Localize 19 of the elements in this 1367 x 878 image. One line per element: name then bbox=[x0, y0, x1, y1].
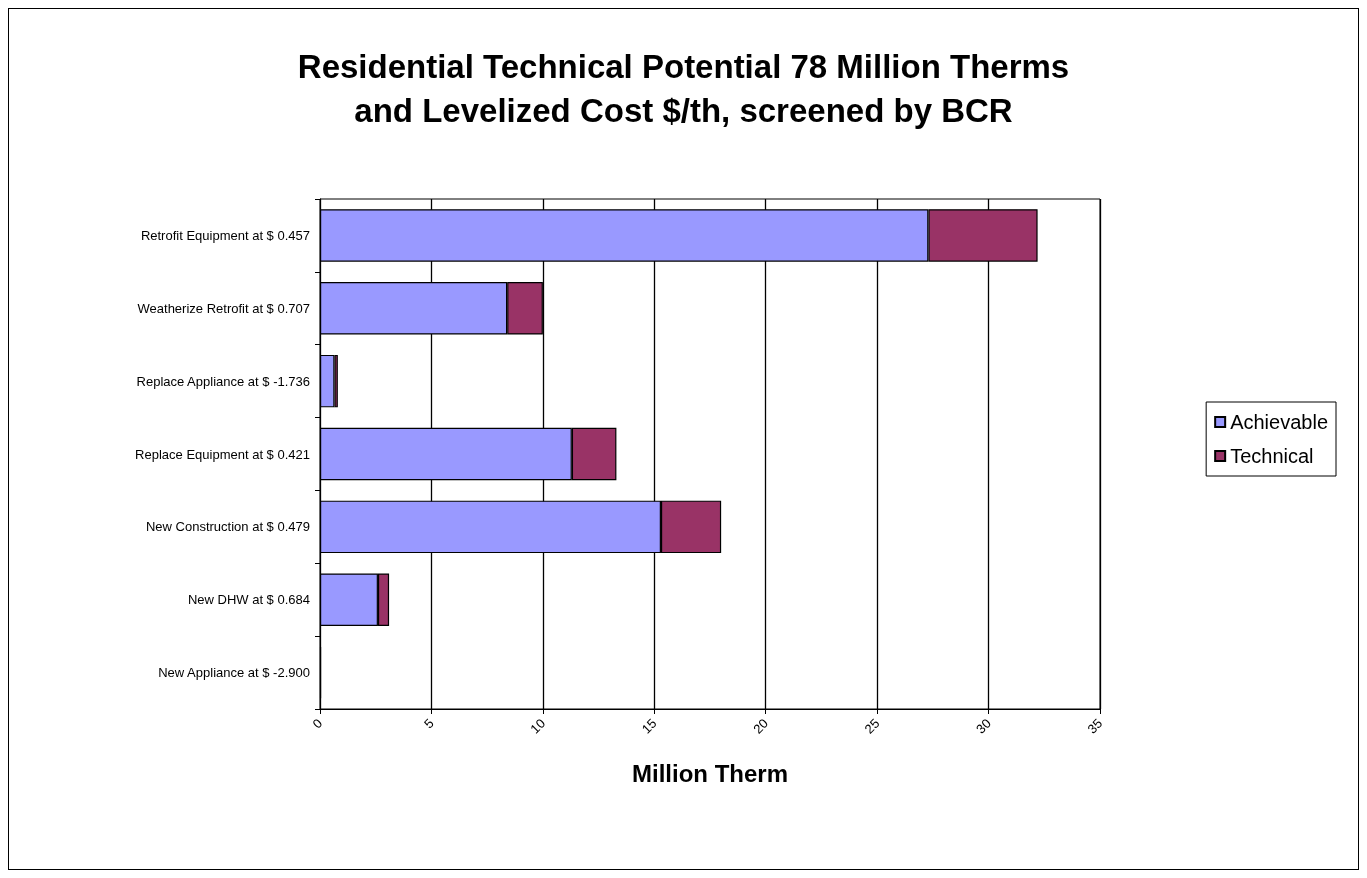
chart-title: Residential Technical Potential 78 Million Therms and Levelized Cost $/th, screened by BCR bbox=[297, 47, 1070, 129]
x-tick-label: 20 bbox=[750, 715, 772, 737]
x-tick-label: 25 bbox=[861, 715, 883, 737]
x-tick-label: 0 bbox=[309, 715, 326, 732]
legend-label: Achievable bbox=[1230, 411, 1328, 433]
x-tick-label: 15 bbox=[638, 715, 660, 737]
x-tick-label: 5 bbox=[421, 715, 437, 732]
y-tick-label: Replace Equipment at $ 0.421 bbox=[135, 446, 310, 462]
y-tick-label: New DHW at $ 0.684 bbox=[187, 592, 310, 608]
x-tick-label: 35 bbox=[1084, 715, 1106, 737]
y-tick-label: Retrofit Equipment at $ 0.457 bbox=[140, 227, 310, 243]
y-tick-label: Weatherize Retrofit at $ 0.707 bbox=[137, 300, 310, 316]
y-tick-label: New Appliance at $ -2.900 bbox=[158, 665, 310, 681]
y-tick-label: Replace Appliance at $ -1.736 bbox=[136, 373, 310, 389]
x-tick-label: 30 bbox=[973, 715, 994, 737]
y-tick-label: New Construction at $ 0.479 bbox=[145, 519, 310, 535]
x-axis-title: Million Therm bbox=[632, 759, 788, 787]
x-tick-label: 10 bbox=[527, 715, 549, 737]
legend-label: Technical bbox=[1230, 445, 1314, 467]
